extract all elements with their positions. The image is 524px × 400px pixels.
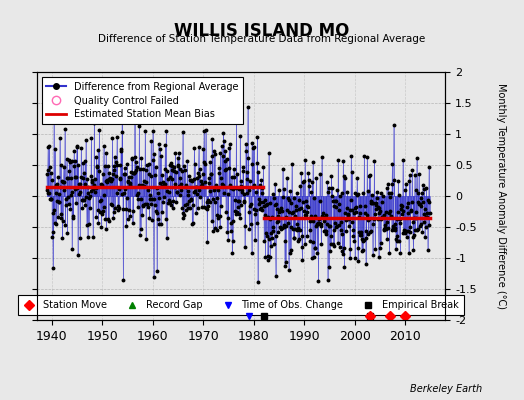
Text: WILLIS ISLAND MO: WILLIS ISLAND MO [174,22,350,40]
Legend: Station Move, Record Gap, Time of Obs. Change, Empirical Break: Station Move, Record Gap, Time of Obs. C… [18,296,464,315]
Text: Difference of Station Temperature Data from Regional Average: Difference of Station Temperature Data f… [99,34,425,44]
Y-axis label: Monthly Temperature Anomaly Difference (°C): Monthly Temperature Anomaly Difference (… [496,83,506,309]
Text: Berkeley Earth: Berkeley Earth [410,384,482,394]
